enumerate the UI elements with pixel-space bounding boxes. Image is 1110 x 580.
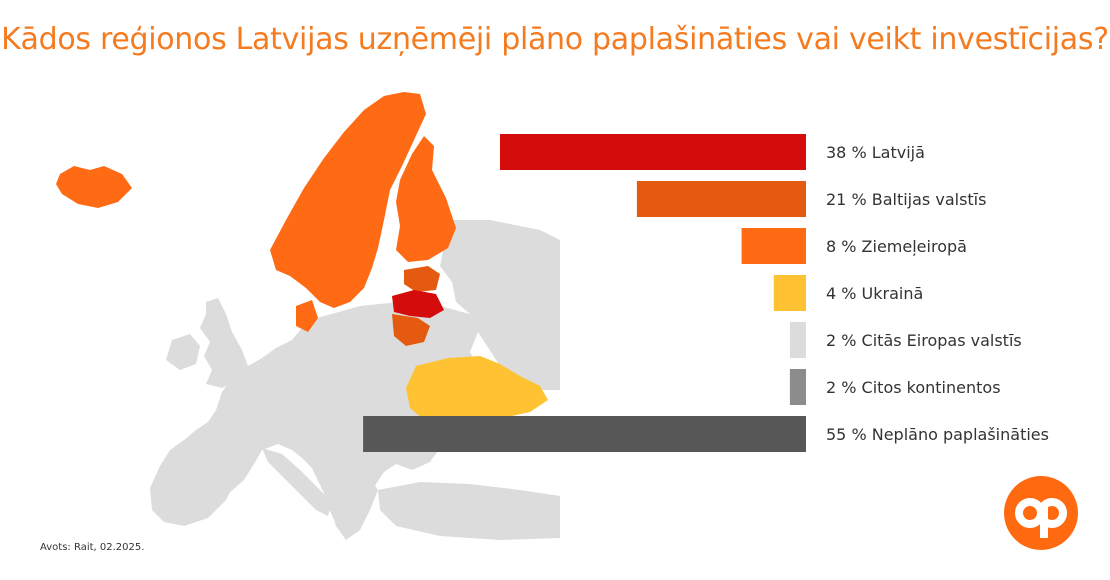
map-denmark [296, 300, 318, 332]
map-iceland [56, 166, 132, 208]
op-logo-icon [1004, 476, 1078, 550]
map-great-britain [200, 298, 248, 388]
map-lithuania [392, 314, 430, 346]
map-finland [396, 136, 456, 262]
bar-7 [363, 416, 806, 452]
bar-label-1: 38 % Latvijā [826, 143, 925, 162]
chart-title: Kādos reģionos Latvijas uzņēmēji plāno p… [1, 22, 1109, 57]
europe-map [56, 92, 560, 540]
bar-label-7: 55 % Neplāno paplašināties [826, 425, 1049, 444]
map-scandinavia [270, 92, 426, 308]
map-ireland [166, 334, 200, 370]
map-continental-europe [160, 302, 480, 520]
map-russia [440, 220, 560, 390]
map-italy [262, 448, 332, 516]
bar-3 [741, 228, 806, 264]
bar-label-5: 2 % Citās Eiropas valstīs [826, 331, 1022, 350]
map-estonia [404, 266, 440, 292]
bar-label-3: 8 % Ziemeļeiropā [826, 237, 967, 256]
bar-5 [789, 322, 806, 358]
bar-1 [500, 134, 806, 170]
bar-2 [636, 181, 806, 217]
map-latvia [392, 290, 444, 318]
bar-label-6: 2 % Citos kontinentos [826, 378, 1001, 397]
bar-6 [789, 369, 806, 405]
map-balkans [312, 466, 378, 540]
bar-label-2: 21 % Baltijas valstīs [826, 190, 986, 209]
bar-label-4: 4 % Ukrainā [826, 284, 923, 303]
source-note: Avots: Rait, 02.2025. [40, 542, 145, 553]
map-iberia [150, 464, 236, 526]
bar-4 [773, 275, 806, 311]
map-turkey [378, 482, 560, 540]
